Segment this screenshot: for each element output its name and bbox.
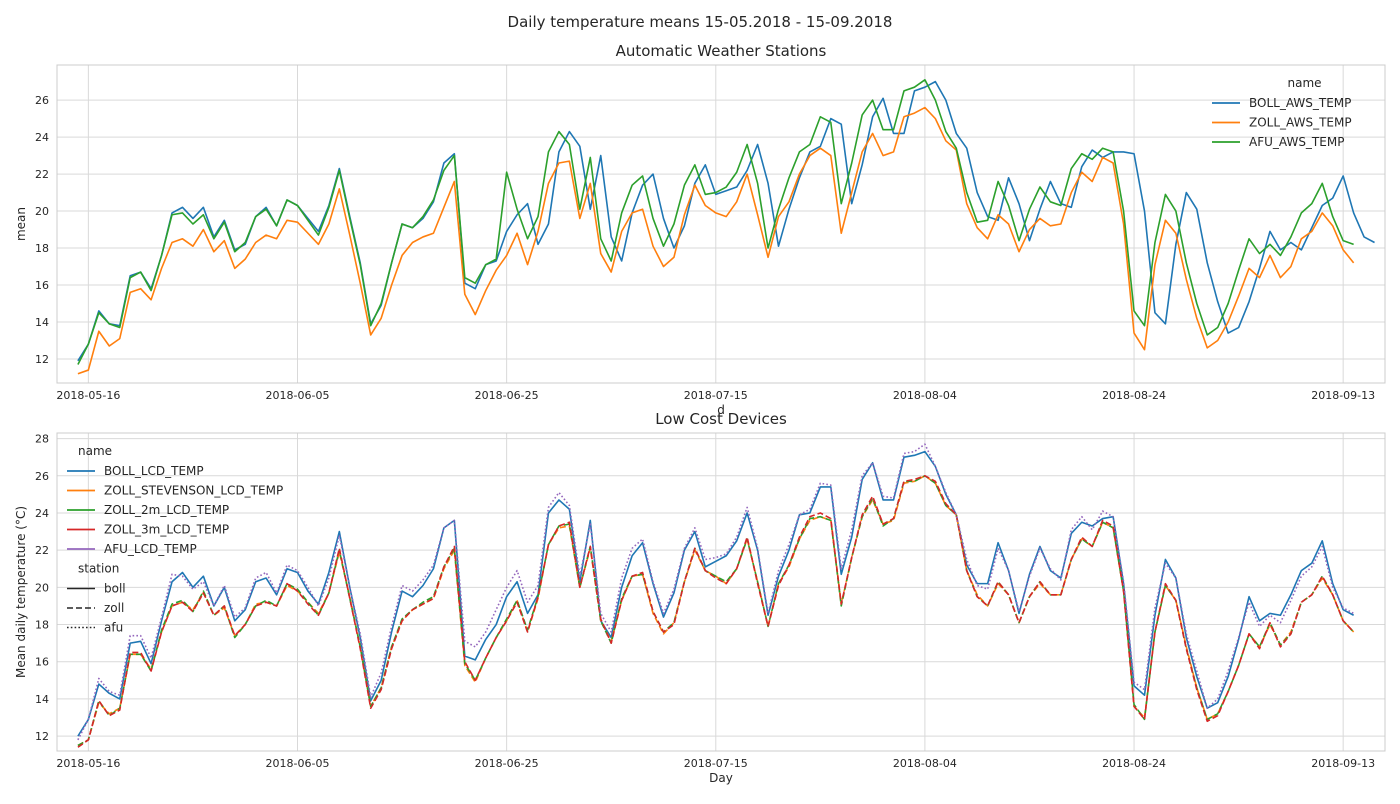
legend-label: ZOLL_2m_LCD_TEMP — [104, 503, 229, 517]
y-tick-label: 20 — [35, 581, 49, 594]
y-tick-label: 20 — [35, 205, 49, 218]
legend-label: BOLL_AWS_TEMP — [1249, 96, 1351, 110]
legend-style-item: zoll — [67, 601, 124, 615]
series-line-zoll-aws-temp — [77, 106, 1355, 375]
chart-title: Low Cost Devices — [655, 410, 787, 428]
legend-style-label: boll — [104, 582, 126, 596]
legend-style-item: afu — [67, 621, 123, 635]
y-tick-label: 22 — [35, 168, 49, 181]
series-line-afu-aws-temp — [77, 78, 1354, 365]
y-tick-label: 16 — [35, 279, 49, 292]
figure-suptitle: Daily temperature means 15-05.2018 - 15-… — [508, 13, 893, 31]
x-tick-label: 2018-06-25 — [475, 757, 539, 770]
legend-item: ZOLL_STEVENSON_LCD_TEMP — [67, 484, 283, 498]
legend-item: AFU_LCD_TEMP — [67, 542, 197, 556]
series-lines — [77, 443, 1355, 748]
series-line-afu-lcd-temp — [77, 443, 1355, 741]
chart-title: Automatic Weather Stations — [616, 42, 827, 60]
x-tick-label: 2018-09-13 — [1311, 389, 1375, 402]
x-tick-label: 2018-08-04 — [893, 757, 957, 770]
series-lines — [77, 78, 1375, 375]
y-tick-label: 12 — [35, 353, 49, 366]
plot-frame — [56, 64, 1386, 384]
y-tick-label: 14 — [35, 693, 49, 706]
y-tick-label: 26 — [35, 94, 49, 107]
x-tick-label: 2018-07-15 — [684, 757, 748, 770]
legend-label: ZOLL_AWS_TEMP — [1249, 116, 1352, 130]
x-axis-label: d — [717, 403, 725, 417]
series-line-boll-aws-temp — [77, 80, 1375, 362]
legend-item: BOLL_AWS_TEMP — [1212, 96, 1351, 110]
x-tick-label: 2018-05-16 — [56, 757, 120, 770]
series-line-zoll-3m-lcd-temp — [77, 474, 1355, 748]
y-tick-label: 24 — [35, 507, 49, 520]
legend-label: AFU_AWS_TEMP — [1249, 135, 1344, 149]
y-tick-label: 18 — [35, 242, 49, 255]
legend-style-title: station — [78, 562, 119, 576]
x-tick-label: 2018-06-05 — [266, 757, 330, 770]
y-tick-label: 24 — [35, 131, 49, 144]
y-tick-label: 22 — [35, 544, 49, 557]
grid — [57, 433, 1385, 751]
x-tick-label: 2018-08-04 — [893, 389, 957, 402]
plot-frame — [56, 432, 1386, 752]
legend-item: AFU_AWS_TEMP — [1212, 135, 1344, 149]
y-tick-label: 26 — [35, 470, 49, 483]
legend-label: ZOLL_3m_LCD_TEMP — [104, 523, 229, 537]
legend-style-label: afu — [104, 621, 123, 635]
legend-label: AFU_LCD_TEMP — [104, 542, 197, 556]
legend-item: ZOLL_AWS_TEMP — [1212, 116, 1352, 130]
x-tick-label: 2018-06-05 — [266, 389, 330, 402]
x-axis-label: Day — [709, 771, 733, 785]
y-tick-label: 28 — [35, 433, 49, 446]
grid — [57, 65, 1385, 383]
x-tick-label: 2018-09-13 — [1311, 757, 1375, 770]
x-tick-label: 2018-08-24 — [1102, 757, 1166, 770]
legend-label: BOLL_LCD_TEMP — [104, 464, 204, 478]
legend-item: ZOLL_3m_LCD_TEMP — [67, 523, 229, 537]
x-tick-label: 2018-06-25 — [475, 389, 539, 402]
y-tick-label: 12 — [35, 730, 49, 743]
legend-style-item: boll — [67, 582, 126, 596]
legend-item: ZOLL_2m_LCD_TEMP — [67, 503, 229, 517]
series-line-boll-lcd-temp — [77, 450, 1355, 737]
y-tick-label: 18 — [35, 619, 49, 632]
legend: name BOLL_AWS_TEMP ZOLL_AWS_TEMP AFU_AWS_TE… — [1212, 76, 1352, 149]
legend-item: BOLL_LCD_TEMP — [67, 464, 204, 478]
y-axis-label: Mean daily temperature (°C) — [14, 506, 28, 678]
x-tick-label: 2018-07-15 — [684, 389, 748, 402]
x-tick-label: 2018-08-24 — [1102, 389, 1166, 402]
legend-title: name — [78, 444, 112, 458]
legend-style-label: zoll — [104, 601, 124, 615]
legend: name BOLL_LCD_TEMP ZOLL_STEVENSON_LCD_TEMP… — [67, 444, 283, 635]
legend-title: name — [1287, 76, 1321, 90]
x-tick-label: 2018-05-16 — [56, 389, 120, 402]
legend-label: ZOLL_STEVENSON_LCD_TEMP — [104, 484, 283, 498]
y-tick-label: 14 — [35, 316, 49, 329]
y-axis-label: mean — [14, 207, 28, 241]
y-tick-label: 16 — [35, 656, 49, 669]
